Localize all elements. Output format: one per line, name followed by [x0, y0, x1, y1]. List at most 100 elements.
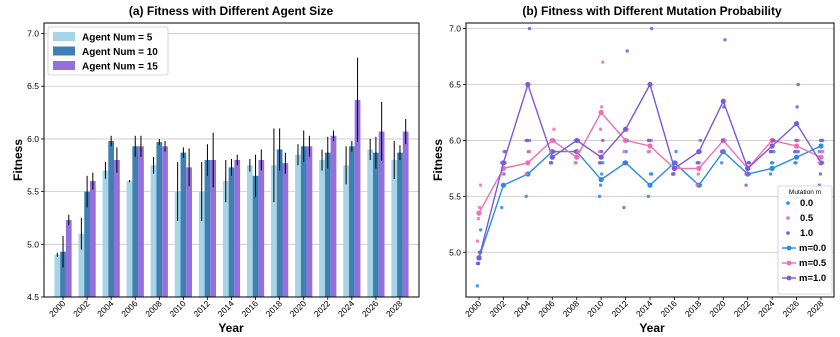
- b-legend: Mutation m 0.0 0.5 1.0 m=0.0 m=0.5 m=1.0: [777, 185, 833, 295]
- b-legend-title: Mutation m: [789, 189, 821, 196]
- b-scatter-point: [648, 82, 653, 87]
- a-bar: [282, 163, 289, 297]
- b-x-tick-label: 2024: [756, 298, 777, 319]
- b-scatter-point: [647, 138, 652, 143]
- b-scatter-point: [552, 149, 556, 154]
- b-scatter-point: [723, 38, 727, 42]
- b-scatter-points: [475, 26, 825, 288]
- a-y-axis-label: Fitness: [11, 139, 25, 181]
- b-x-tick-label: 2010: [585, 298, 606, 319]
- a-x-tick-label: 2006: [119, 298, 140, 319]
- a-x-tick-label: 2002: [71, 298, 92, 319]
- a-bar: [367, 149, 374, 297]
- b-scatter-point: [646, 194, 651, 199]
- b-scatter-point: [475, 284, 480, 288]
- b-line-marker: [598, 154, 604, 160]
- a-bar: [252, 175, 259, 297]
- a-bar: [276, 149, 283, 297]
- b-line-marker: [745, 165, 751, 171]
- a-x-ticks: 2000 2002 2004 2006 2008 2010 2012 2014 2016 2018…: [47, 297, 405, 319]
- a-bar: [391, 160, 398, 297]
- b-line-marker: [793, 143, 800, 149]
- b-series-lines: [476, 81, 824, 261]
- b-line-marker: [720, 98, 726, 104]
- a-bar: [114, 160, 120, 297]
- a-bar: [306, 146, 313, 297]
- b-legend-box: [777, 185, 833, 295]
- a-bar: [126, 181, 133, 297]
- b-legend-dot-marker: [786, 201, 790, 205]
- a-x-tick-label: 2022: [312, 298, 333, 319]
- a-bar: [228, 167, 235, 297]
- b-scatter-point: [719, 161, 724, 165]
- a-legend-label: Agent Num = 10: [82, 47, 158, 58]
- b-scatter-point: [698, 138, 703, 143]
- b-scatter-point: [526, 161, 531, 165]
- b-scatter-point: [820, 149, 825, 154]
- b-scatter-point: [599, 172, 604, 176]
- b-scatter-point: [649, 172, 654, 176]
- a-bar: [373, 152, 379, 297]
- a-bar: [60, 251, 66, 297]
- a-y-tick-label: 6.5: [27, 81, 39, 91]
- a-bar: [324, 152, 331, 297]
- a-y-tick-label: 5.5: [27, 187, 39, 197]
- a-y-tick-label: 6.0: [27, 134, 39, 144]
- a-bar: [295, 154, 301, 297]
- a-x-tick-label: 2026: [360, 298, 381, 319]
- b-scatter-point: [719, 149, 724, 154]
- b-legend-dot-marker: [786, 216, 790, 220]
- a-legend: Agent Num = 5 Agent Num = 10 Agent Num = 1…: [47, 26, 169, 76]
- b-scatter-point: [475, 239, 480, 243]
- a-y-tick-label: 5.0: [27, 239, 39, 249]
- a-bar: [222, 181, 229, 297]
- b-scatter-point: [794, 138, 798, 143]
- a-bar: [162, 146, 168, 297]
- a-bar: [397, 152, 403, 297]
- b-scatter-point: [503, 149, 507, 154]
- b-scatter-point: [744, 183, 748, 187]
- b-scatter-point: [819, 161, 824, 165]
- b-scatter-point: [601, 60, 605, 64]
- b-line-marker: [769, 165, 775, 171]
- b-line-marker: [476, 255, 482, 261]
- a-bar: [319, 160, 325, 297]
- b-scatter-point: [527, 26, 532, 31]
- a-bar: [210, 160, 217, 297]
- b-scatter-point: [674, 161, 678, 165]
- b-line-marker: [793, 154, 800, 160]
- a-bar: [330, 135, 337, 297]
- b-scatter-point: [623, 161, 627, 165]
- b-x-tick-label: 2006: [536, 298, 557, 319]
- a-x-tick-label: 2028: [384, 298, 405, 319]
- b-legend-line-dot: [786, 275, 792, 281]
- a-bar: [258, 160, 265, 297]
- b-scatter-point: [526, 82, 531, 87]
- a-error-bars: [56, 57, 407, 268]
- b-scatter-point: [695, 183, 699, 187]
- b-scatter-point: [478, 183, 483, 187]
- b-scatter-point: [622, 149, 626, 154]
- b-scatter-point: [502, 161, 506, 165]
- b-scatter-point: [624, 127, 628, 131]
- b-scatter-point: [476, 261, 481, 266]
- a-bar: [378, 131, 385, 297]
- b-scatter-point: [795, 105, 799, 109]
- a-x-tick-label: 2018: [264, 298, 285, 319]
- b-x-tick-label: 2018: [683, 298, 704, 319]
- a-x-tick-label: 2016: [240, 298, 261, 319]
- a-bar: [132, 146, 139, 297]
- b-scatter-point: [574, 161, 578, 165]
- b-y-tick-label: 7.0: [449, 24, 461, 34]
- a-y-tick-label: 4.5: [27, 292, 39, 302]
- a-bar: [84, 191, 90, 297]
- b-scatter-point: [818, 172, 823, 176]
- b-scatter-point: [696, 172, 701, 176]
- b-x-tick-label: 2002: [487, 298, 508, 319]
- b-scatter-point: [573, 149, 577, 154]
- a-bar: [65, 220, 72, 297]
- a-bar: [138, 146, 144, 297]
- b-scatter-point: [697, 149, 702, 154]
- b-line-marker: [549, 154, 555, 160]
